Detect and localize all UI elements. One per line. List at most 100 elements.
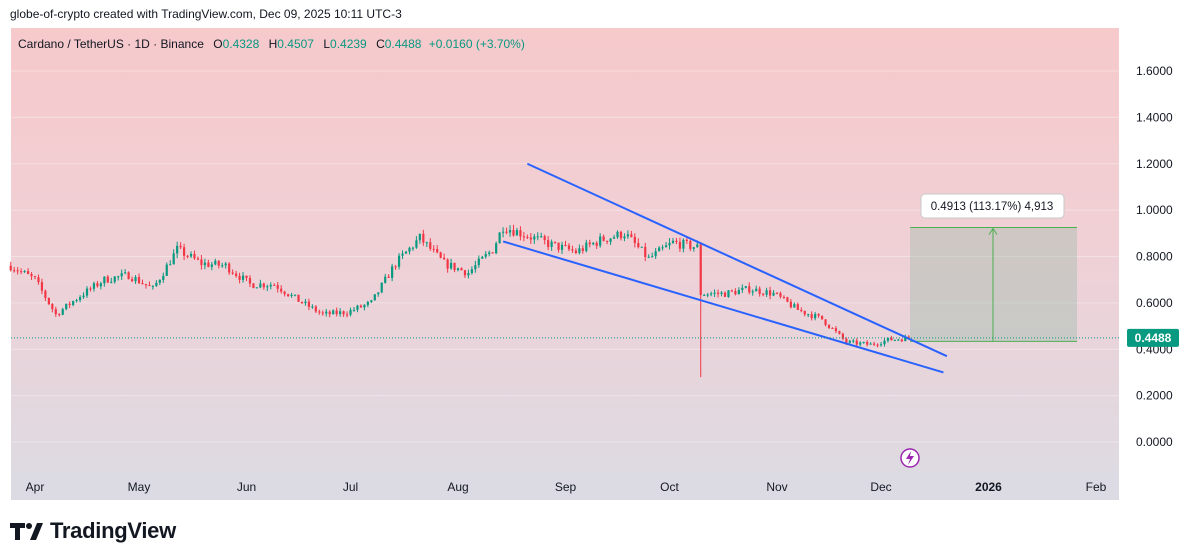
candle-body xyxy=(564,244,567,246)
candle-body xyxy=(456,268,460,271)
low-label: L xyxy=(323,37,331,51)
candle-body xyxy=(252,283,255,288)
candle-body xyxy=(172,253,175,265)
candle-body xyxy=(474,265,477,270)
candle-body xyxy=(224,263,227,266)
time-tick-label: Feb xyxy=(1086,480,1107,494)
candle-body xyxy=(245,275,248,278)
candle-body xyxy=(862,342,865,344)
time-axis[interactable] xyxy=(11,472,1119,500)
candle-body xyxy=(384,276,387,283)
candle-body xyxy=(342,311,345,315)
chart-credit: globe-of-crypto created with TradingView… xyxy=(10,7,402,21)
candle-body xyxy=(730,290,734,292)
candle-body xyxy=(644,246,647,257)
candle-body xyxy=(550,241,553,247)
candle-body xyxy=(54,309,57,315)
candle-body xyxy=(290,294,293,297)
candle-body xyxy=(585,242,588,251)
candle-body xyxy=(883,340,886,345)
time-tick-label: Jul xyxy=(343,480,358,494)
candle-body xyxy=(879,344,883,346)
candle-body xyxy=(682,239,685,249)
candle-body xyxy=(300,301,304,304)
candle-body xyxy=(397,255,401,267)
trendline[interactable] xyxy=(526,162,948,358)
candle-body xyxy=(689,240,692,249)
tradingview-logo[interactable]: TradingView xyxy=(10,518,176,544)
candle-body xyxy=(200,259,203,266)
candle-body xyxy=(96,283,99,287)
high-label: H xyxy=(268,37,278,51)
candle-body xyxy=(460,268,463,271)
candle-body xyxy=(866,342,869,345)
candle-body xyxy=(85,288,89,296)
time-tick-label: Dec xyxy=(870,480,891,494)
candle-body xyxy=(522,236,525,238)
brand-name: TradingView xyxy=(50,518,176,543)
candle-body xyxy=(547,240,550,247)
candle-body xyxy=(637,243,640,248)
candle-body xyxy=(158,279,161,283)
candle-body xyxy=(498,232,501,244)
candle-body xyxy=(560,244,564,250)
candle-body xyxy=(453,262,456,271)
candle-body xyxy=(609,238,612,242)
candle-body xyxy=(723,292,727,297)
candle-body xyxy=(439,252,442,258)
candle-body xyxy=(772,292,775,296)
candle-body xyxy=(92,283,96,289)
candle-body xyxy=(841,333,844,339)
candle-body xyxy=(814,314,817,319)
candle-body xyxy=(380,282,383,293)
candle-body xyxy=(481,256,484,259)
candle-body xyxy=(155,282,158,286)
candle-body xyxy=(47,298,50,305)
price-tick-label: 0.8000 xyxy=(1136,250,1173,264)
candle-body xyxy=(716,292,720,294)
candle-body xyxy=(890,337,893,341)
candle-body xyxy=(699,244,702,296)
candle-body xyxy=(9,265,12,271)
axes: 1.60001.40001.20001.00000.80000.60000.40… xyxy=(11,64,1179,494)
candle-body xyxy=(429,242,432,249)
symbol-name[interactable]: Cardano / TetherUS · 1D · Binance xyxy=(18,37,204,51)
candle-body xyxy=(377,292,380,295)
grid xyxy=(11,70,1119,443)
candle-body xyxy=(404,251,408,254)
candle-body xyxy=(810,314,813,319)
candle-body xyxy=(394,266,397,268)
candle-body xyxy=(779,293,782,297)
candle-body xyxy=(592,242,595,245)
candle-body xyxy=(692,247,695,249)
candle-body xyxy=(162,275,165,280)
candle-body xyxy=(651,256,654,258)
price-axis[interactable] xyxy=(1119,28,1200,500)
candle-body xyxy=(893,339,896,341)
candle-body xyxy=(606,240,609,242)
candles xyxy=(9,224,910,378)
candlestick-chart[interactable]: 0.4913 (113.17%) 4,913 1.6000 1.4000 1.200… xyxy=(0,0,1200,500)
candle-body xyxy=(339,311,342,315)
candle-body xyxy=(619,231,623,239)
candle-body xyxy=(664,245,668,248)
chart-pane[interactable] xyxy=(11,28,1119,500)
high-value: 0.4507 xyxy=(277,37,314,51)
candle-body xyxy=(23,271,26,273)
candle-body xyxy=(616,231,619,238)
trendline[interactable] xyxy=(502,240,944,374)
candle-body xyxy=(495,243,498,254)
candle-body xyxy=(654,251,657,257)
candle-body xyxy=(744,286,747,288)
candle-body xyxy=(831,327,834,329)
candle-body xyxy=(266,286,269,288)
candle-body xyxy=(418,233,421,241)
candle-body xyxy=(647,256,650,258)
candle-body xyxy=(675,240,678,242)
price-tick-label: 0.6000 xyxy=(1136,296,1173,310)
candle-body xyxy=(65,303,68,310)
candle-body xyxy=(848,340,851,343)
candle-body xyxy=(900,339,903,342)
candle-body xyxy=(311,306,314,308)
candle-body xyxy=(221,265,224,267)
